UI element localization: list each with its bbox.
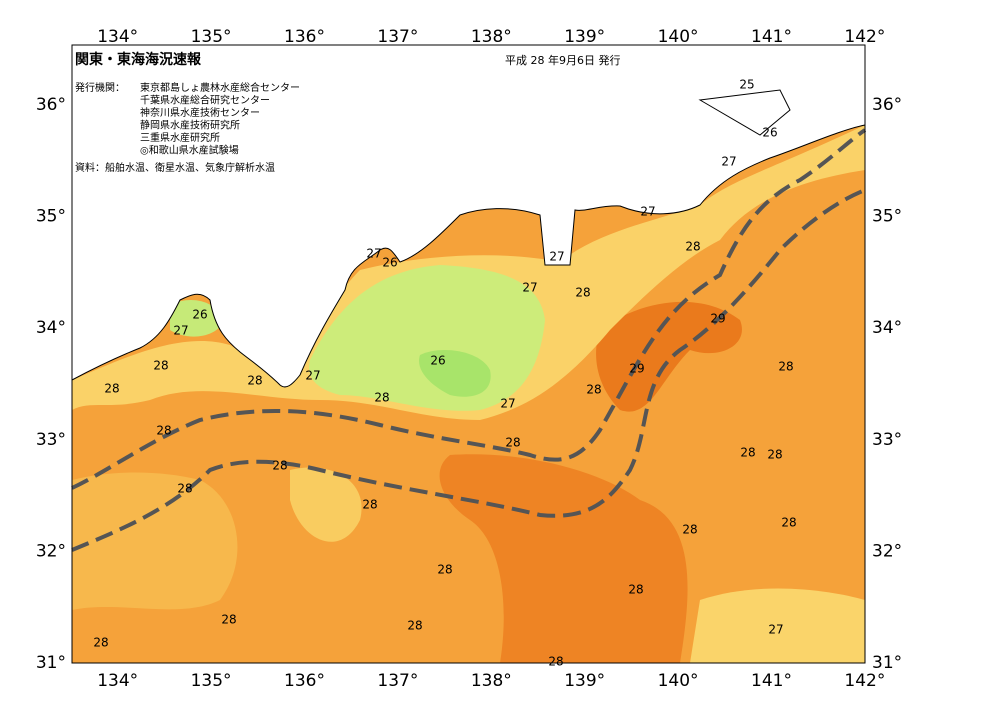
contour-label: 28: [682, 523, 697, 537]
agency: ◎和歌山県水産試験場: [140, 144, 239, 157]
contour-label: 27: [768, 623, 783, 637]
lon-label-top: 140°: [658, 27, 699, 47]
contour-label: 28: [272, 459, 287, 473]
contour-label: 27: [549, 250, 564, 264]
contour-label: 27: [721, 155, 736, 169]
agency: 神奈川県水産技術センター: [140, 106, 260, 119]
contour-label: 28: [505, 436, 520, 450]
title: 関東・東海海況速報: [75, 51, 202, 68]
lon-label-top: 137°: [377, 27, 418, 47]
contour-label: 28: [437, 563, 452, 577]
contour-label: 28: [767, 448, 782, 462]
frame: [71, 44, 866, 664]
contour-label: 26: [430, 354, 445, 368]
contour-label: 28: [177, 482, 192, 496]
contour-label: 27: [522, 281, 537, 295]
land: [698, 89, 791, 136]
lat-label-left: 31°: [36, 653, 66, 673]
lat-label-right: 31°: [872, 653, 902, 673]
lon-label-bottom: 134°: [97, 671, 138, 691]
lon-label-bottom: 140°: [658, 671, 699, 691]
lon-label-bottom: 138°: [471, 671, 512, 691]
agency: 千葉県水産総合研究センター: [140, 94, 270, 107]
contour-label: 28: [374, 391, 389, 405]
contour-label: 28: [740, 446, 755, 460]
contour-label: 28: [362, 498, 377, 512]
contour-label: 28: [548, 655, 563, 669]
sea-temperature-map: [71, 44, 867, 664]
contour-label: 25: [739, 78, 754, 92]
axis-labels: 134° 134° 135° 135° 136° 136° 137° 137° 138° 138°…: [36, 27, 902, 691]
cool-area: [290, 467, 362, 542]
current-axis: [71, 188, 866, 552]
contour-label: 27: [366, 247, 381, 261]
contour-label: 26: [762, 126, 777, 140]
lon-label-top: 135°: [191, 27, 232, 47]
lon-label-top: 141°: [751, 27, 792, 47]
contour-label: 28: [586, 383, 601, 397]
lon-label-bottom: 142°: [844, 671, 885, 691]
lat-label-left: 32°: [36, 541, 66, 561]
agencies-label: 発行機関：: [75, 81, 125, 94]
lon-label-bottom: 135°: [191, 671, 232, 691]
cool-area: [72, 472, 238, 610]
contour-label: 28: [221, 613, 236, 627]
contour-label: 28: [247, 374, 262, 388]
contour-label: 28: [407, 619, 422, 633]
cool-water: [419, 350, 491, 397]
contour-label: 29: [629, 362, 644, 376]
contour-label: 27: [640, 205, 655, 219]
current-axis: [71, 128, 867, 490]
contour-label: 28: [104, 382, 119, 396]
lon-label-top: 134°: [97, 27, 138, 47]
contour-label: 28: [781, 516, 796, 530]
lon-label-top: 136°: [284, 27, 325, 47]
contour-label: 29: [710, 312, 725, 326]
cool-area: [690, 588, 865, 663]
lat-label-right: 34°: [872, 318, 902, 338]
lon-label-bottom: 141°: [751, 671, 792, 691]
issue-date: 平成 28 年9月6日 発行: [505, 53, 620, 67]
lat-label-left: 33°: [36, 430, 66, 450]
contour-label: 28: [156, 424, 171, 438]
agency: 静岡県水産技術研究所: [140, 119, 240, 132]
contour-label: 28: [153, 359, 168, 373]
contour-label: 27: [173, 324, 188, 338]
lat-label-right: 32°: [872, 541, 902, 561]
lon-label-bottom: 139°: [564, 671, 605, 691]
contour-label: 28: [575, 286, 590, 300]
lat-label-left: 35°: [36, 207, 66, 227]
contour-label: 27: [305, 369, 320, 383]
contour-label: 26: [192, 308, 207, 322]
data-source: 資料：船舶水温、衛星水温、気象庁解析水温: [75, 161, 275, 174]
lat-label-right: 33°: [872, 430, 902, 450]
contour-label: 28: [685, 240, 700, 254]
lon-label-bottom: 136°: [284, 671, 325, 691]
lat-label-right: 36°: [872, 95, 902, 115]
lon-label-top: 142°: [844, 27, 885, 47]
contour-label: 26: [382, 256, 397, 270]
contour-label: 28: [93, 636, 108, 650]
lat-label-left: 34°: [36, 318, 66, 338]
lon-label-top: 138°: [471, 27, 512, 47]
lon-label-bottom: 137°: [377, 671, 418, 691]
contour-label: 28: [778, 360, 793, 374]
agency: 東京都島しょ農林水産総合センター: [140, 81, 300, 94]
lat-label-right: 35°: [872, 207, 902, 227]
land: [71, 44, 866, 388]
contour-label: 28: [628, 583, 643, 597]
lon-label-top: 139°: [564, 27, 605, 47]
lat-label-left: 36°: [36, 95, 66, 115]
cool-water: [170, 300, 225, 337]
agencies: 東京都島しょ農林水産総合センター千葉県水産総合研究センター神奈川県水産技術センタ…: [140, 81, 300, 157]
contour-label: 27: [500, 397, 515, 411]
agency: 三重県水産研究所: [140, 131, 220, 144]
